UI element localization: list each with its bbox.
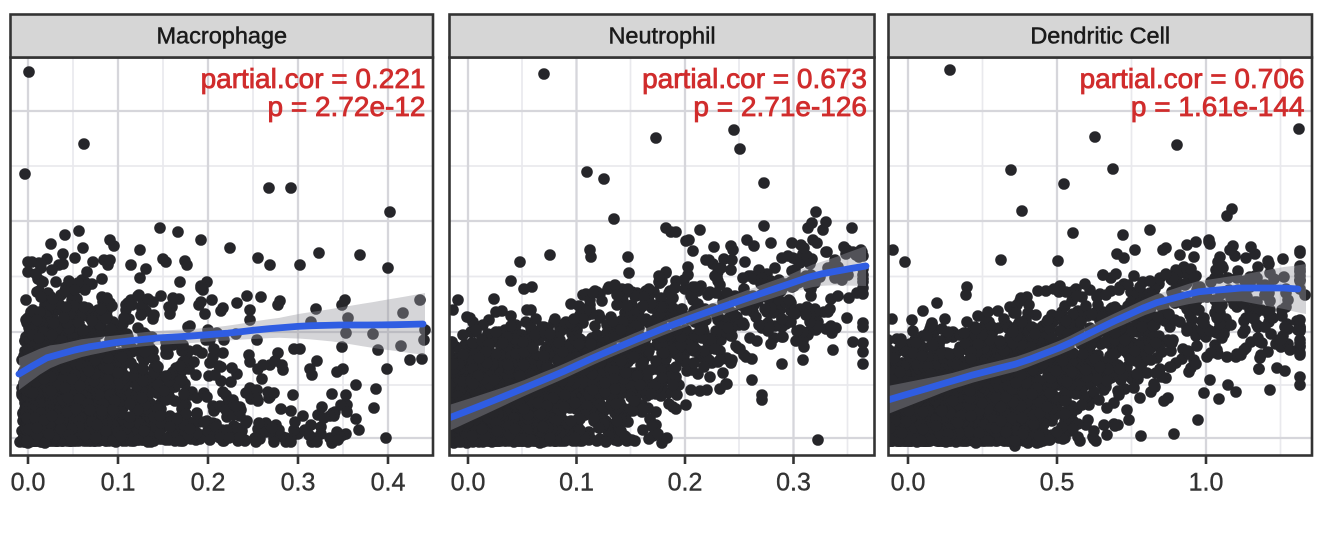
svg-text:0.4: 0.4 [371, 469, 406, 497]
svg-text:0.2: 0.2 [191, 469, 226, 497]
svg-text:0.1: 0.1 [101, 469, 136, 497]
svg-text:Macrophage: Macrophage [156, 23, 287, 49]
svg-text:partial.cor = 0.221: partial.cor = 0.221 [201, 63, 426, 94]
svg-text:0.3: 0.3 [281, 469, 316, 497]
svg-text:p = 2.72e-12: p = 2.72e-12 [267, 91, 425, 122]
svg-text:0.0: 0.0 [11, 469, 46, 497]
